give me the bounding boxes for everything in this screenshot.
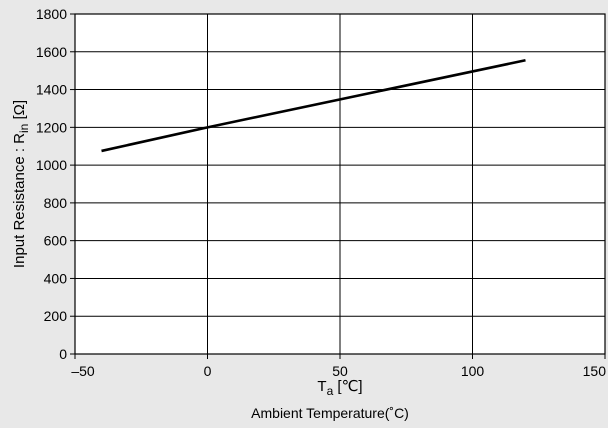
- x-axis-caption: Ambient Temperature(˚C): [251, 405, 409, 421]
- y-tick-label: 200: [44, 308, 68, 324]
- y-tick-label: 1600: [36, 44, 67, 60]
- y-axis-ticks: 0 200 400 600 800 1000 1200 1400 1600 1800: [36, 6, 75, 362]
- x-tick-label: 100: [461, 363, 485, 379]
- y-tick-label: 0: [59, 346, 67, 362]
- x-tick-label: 50: [332, 363, 348, 379]
- y-tick-label: 1200: [36, 119, 67, 135]
- grid: [75, 14, 605, 354]
- y-tick-label: 1400: [36, 82, 67, 98]
- y-tick-label: 400: [44, 270, 68, 286]
- series-line: [101, 59, 526, 153]
- x-axis-label: Ta [℃]: [317, 378, 362, 398]
- x-axis-ticks: –50 0 50 100 150: [71, 354, 606, 379]
- x-tick-label: –50: [71, 363, 95, 379]
- y-tick-label: 1800: [36, 6, 67, 22]
- y-tick-label: 800: [44, 195, 68, 211]
- data-series: [101, 59, 526, 153]
- y-axis-label: Input Resistance : Rin [Ω]: [11, 100, 31, 268]
- y-tick-label: 1000: [36, 157, 67, 173]
- x-tick-label: 0: [204, 363, 212, 379]
- y-tick-label: 600: [44, 233, 68, 249]
- x-tick-label: 150: [583, 363, 607, 379]
